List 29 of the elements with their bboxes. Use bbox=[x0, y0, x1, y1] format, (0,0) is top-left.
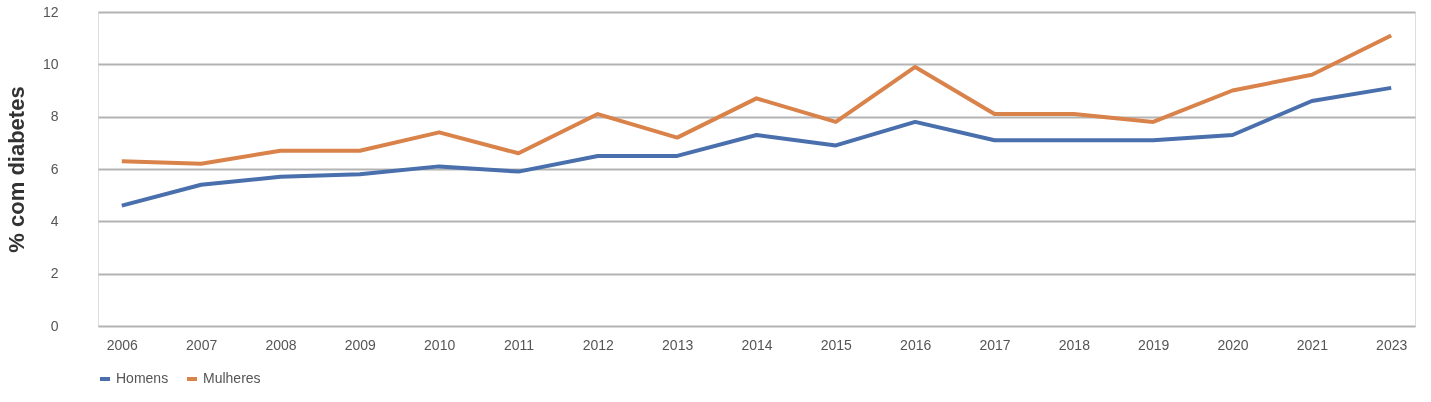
line-series bbox=[119, 33, 1394, 166]
x-tick-label: 2006 bbox=[106, 336, 139, 353]
legend-label: Homens bbox=[116, 370, 169, 386]
x-tick-label: 2015 bbox=[820, 336, 853, 353]
y-tick-label: 4 bbox=[50, 212, 59, 229]
x-tick-label: 2012 bbox=[582, 336, 615, 353]
x-tick-label: 2019 bbox=[1138, 336, 1170, 353]
y-tick-label: 0 bbox=[50, 317, 59, 334]
x-tick-label: 2014 bbox=[741, 336, 773, 353]
x-tick-label: 2008 bbox=[265, 336, 297, 353]
x-tick-label: 2021 bbox=[1296, 336, 1329, 353]
x-tick-label: 2013 bbox=[662, 336, 694, 353]
y-tick-label: 10 bbox=[42, 55, 59, 72]
legend-label: Mulheres bbox=[203, 370, 261, 386]
x-tick-label: 2020 bbox=[1217, 336, 1249, 353]
line-series bbox=[119, 85, 1394, 208]
x-tick-label: 2018 bbox=[1058, 336, 1091, 353]
x-tick-label: 2011 bbox=[503, 336, 535, 353]
x-tick-label: 2017 bbox=[979, 336, 1011, 353]
x-tick-label: 2007 bbox=[186, 336, 218, 353]
x-tick-label: 2023 bbox=[1376, 336, 1408, 353]
x-tick-label: 2009 bbox=[344, 336, 377, 353]
y-tick-label: 12 bbox=[42, 3, 59, 20]
x-tick-label: 2010 bbox=[424, 336, 456, 353]
y-axis-title: % com diabetes bbox=[3, 86, 29, 253]
y-tick-label: 6 bbox=[50, 160, 59, 177]
y-tick-label: 2 bbox=[50, 265, 59, 282]
y-tick-label: 8 bbox=[50, 108, 59, 125]
x-tick-label: 2016 bbox=[900, 336, 932, 353]
